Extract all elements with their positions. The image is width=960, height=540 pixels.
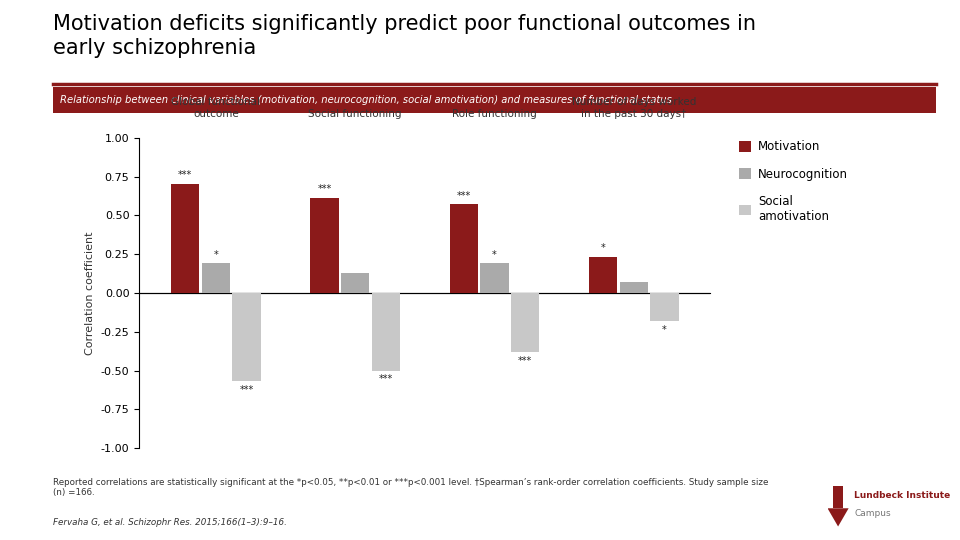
Bar: [650, 293, 679, 321]
Text: ***: ***: [178, 171, 192, 180]
Text: ***: ***: [457, 191, 471, 200]
Text: Fervaha G, et al. Schizophr Res. 2015;166(1–3):9–16.: Fervaha G, et al. Schizophr Res. 2015;16…: [53, 518, 287, 528]
Text: ***: ***: [239, 386, 253, 395]
Text: ***: ***: [318, 184, 331, 194]
Text: *: *: [492, 249, 497, 260]
Text: *: *: [213, 249, 218, 260]
Text: Reported correlations are statistically significant at the *p<0.05, **p<0.01 or : Reported correlations are statistically …: [53, 478, 768, 497]
Text: Relationship between clinical variables (motivation, neurocognition, social amot: Relationship between clinical variables …: [60, 96, 672, 105]
Text: Role functioning: Role functioning: [452, 109, 537, 119]
Text: Campus: Campus: [854, 509, 891, 518]
Text: *: *: [601, 244, 606, 253]
Bar: [202, 264, 230, 293]
Bar: [588, 257, 617, 293]
Polygon shape: [828, 508, 849, 526]
Bar: [341, 273, 370, 293]
Text: ***: ***: [518, 356, 532, 366]
Text: Motivation deficits significantly predict poor functional outcomes in
early schi: Motivation deficits significantly predic…: [53, 14, 756, 58]
Bar: [232, 293, 261, 381]
Text: ***: ***: [378, 374, 393, 384]
Bar: [449, 205, 478, 293]
Polygon shape: [832, 486, 843, 508]
Text: Social functioning: Social functioning: [308, 109, 402, 119]
Text: Lundbeck Institute: Lundbeck Institute: [854, 491, 950, 501]
Bar: [310, 198, 339, 293]
Bar: [372, 293, 400, 370]
Text: *: *: [662, 325, 667, 335]
Bar: [619, 282, 648, 293]
Legend: Motivation, Neurocognition, Social
amotivation: Motivation, Neurocognition, Social amoti…: [739, 140, 848, 223]
Y-axis label: Correlation coefficient: Correlation coefficient: [85, 231, 95, 355]
Bar: [480, 264, 509, 293]
Bar: [171, 184, 200, 293]
Bar: [511, 293, 540, 352]
Text: Global functional
outcome: Global functional outcome: [171, 97, 260, 119]
Text: Number of days worked
in the past 30 days†: Number of days worked in the past 30 day…: [571, 97, 696, 119]
